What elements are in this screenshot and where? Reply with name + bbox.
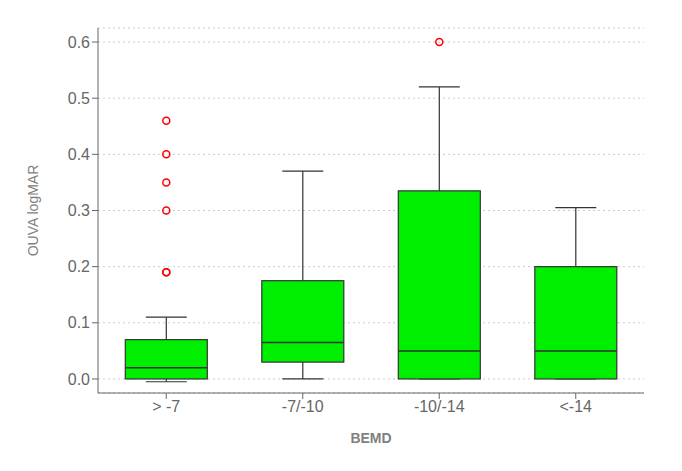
svg-text:-7/-10: -7/-10 [282,398,324,415]
svg-text:0.1: 0.1 [68,314,90,331]
svg-text:0.6: 0.6 [68,34,90,51]
svg-text:> -7: > -7 [152,398,180,415]
svg-text:0.4: 0.4 [68,146,90,163]
svg-text:<-14: <-14 [560,398,593,415]
svg-text:0.2: 0.2 [68,258,90,275]
svg-text:OUVA logMAR: OUVA logMAR [25,165,41,257]
svg-text:0.5: 0.5 [68,90,90,107]
svg-text:BEMD: BEMD [350,430,391,446]
svg-text:0.3: 0.3 [68,202,90,219]
svg-text:0.0: 0.0 [68,371,90,388]
svg-text:-10/-14: -10/-14 [414,398,465,415]
